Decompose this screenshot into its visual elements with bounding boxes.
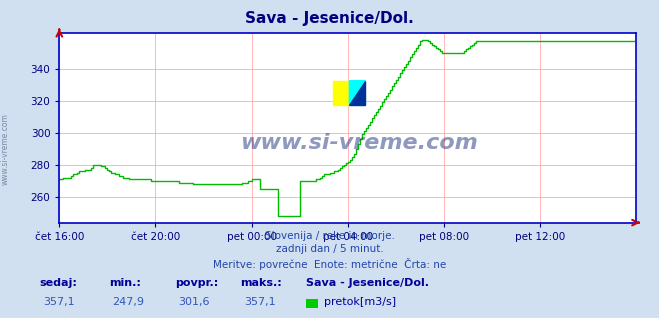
Text: Slovenija / reke in morje.: Slovenija / reke in morje.: [264, 231, 395, 240]
Text: 357,1: 357,1: [43, 297, 74, 307]
Text: Sava - Jesenice/Dol.: Sava - Jesenice/Dol.: [245, 11, 414, 26]
Text: 247,9: 247,9: [112, 297, 144, 307]
Text: sedaj:: sedaj:: [40, 278, 77, 288]
Text: pretok[m3/s]: pretok[m3/s]: [324, 297, 395, 307]
Polygon shape: [349, 81, 366, 105]
Text: 301,6: 301,6: [178, 297, 210, 307]
Text: Sava - Jesenice/Dol.: Sava - Jesenice/Dol.: [306, 278, 430, 288]
Text: min.:: min.:: [109, 278, 140, 288]
Polygon shape: [333, 81, 349, 105]
Text: povpr.:: povpr.:: [175, 278, 218, 288]
Text: 357,1: 357,1: [244, 297, 275, 307]
Text: www.si-vreme.com: www.si-vreme.com: [241, 133, 478, 153]
Text: Meritve: povrečne  Enote: metrične  Črta: ne: Meritve: povrečne Enote: metrične Črta: …: [213, 258, 446, 270]
Text: zadnji dan / 5 minut.: zadnji dan / 5 minut.: [275, 244, 384, 254]
Text: www.si-vreme.com: www.si-vreme.com: [1, 114, 10, 185]
Text: maks.:: maks.:: [241, 278, 282, 288]
Polygon shape: [349, 81, 366, 105]
